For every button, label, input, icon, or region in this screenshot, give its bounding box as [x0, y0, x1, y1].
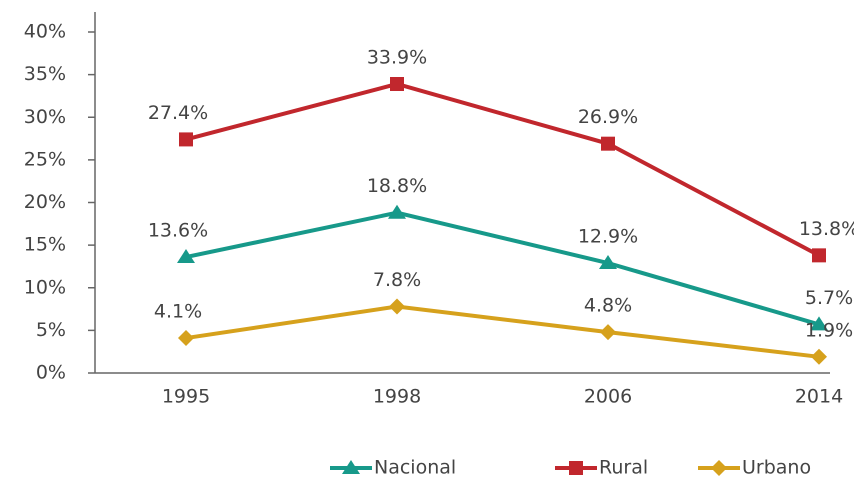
marker: [599, 255, 617, 270]
y-tick-label: 25%: [24, 148, 66, 170]
data-label: 12.9%: [578, 226, 638, 248]
data-label: 5.7%: [805, 287, 853, 309]
y-tick-label: 10%: [24, 276, 66, 298]
legend-label: Nacional: [374, 457, 456, 479]
y-tick-label: 35%: [24, 63, 66, 85]
data-label: 7.8%: [373, 269, 421, 291]
legend-label: Rural: [599, 457, 648, 479]
series-line: [185, 304, 820, 359]
x-tick-label: 1995: [162, 386, 210, 408]
y-tick-label: 0%: [36, 362, 66, 384]
data-label: 13.8%: [799, 218, 854, 240]
marker: [569, 461, 583, 475]
marker: [342, 460, 360, 474]
x-tick-label: 2014: [795, 386, 843, 408]
marker: [600, 324, 616, 341]
marker: [389, 298, 405, 315]
marker: [812, 248, 826, 263]
data-label: 1.9%: [805, 319, 853, 341]
y-tick-label: 40%: [24, 21, 66, 43]
x-tick-label: 1998: [373, 386, 421, 408]
data-label: 27.4%: [148, 102, 208, 124]
marker: [177, 249, 195, 264]
marker: [179, 132, 193, 147]
marker: [810, 316, 828, 331]
y-tick-label: 20%: [24, 191, 66, 213]
data-label: 33.9%: [367, 47, 427, 69]
marker: [811, 348, 827, 365]
series-line: [185, 81, 820, 258]
marker: [711, 460, 727, 476]
data-label: 18.8%: [367, 175, 427, 197]
marker: [601, 136, 615, 151]
legend-label: Urbano: [742, 457, 811, 479]
marker: [388, 204, 406, 219]
marker: [178, 330, 194, 347]
y-tick-label: 15%: [24, 234, 66, 256]
x-tick-label: 2006: [584, 386, 632, 408]
data-label: 4.8%: [584, 295, 632, 317]
data-label: 4.1%: [154, 301, 202, 323]
y-tick-label: 30%: [24, 106, 66, 128]
data-label: 26.9%: [578, 106, 638, 128]
data-label: 13.6%: [148, 220, 208, 242]
y-tick-label: 5%: [36, 319, 66, 341]
series-line: [185, 210, 820, 327]
marker: [390, 77, 404, 92]
